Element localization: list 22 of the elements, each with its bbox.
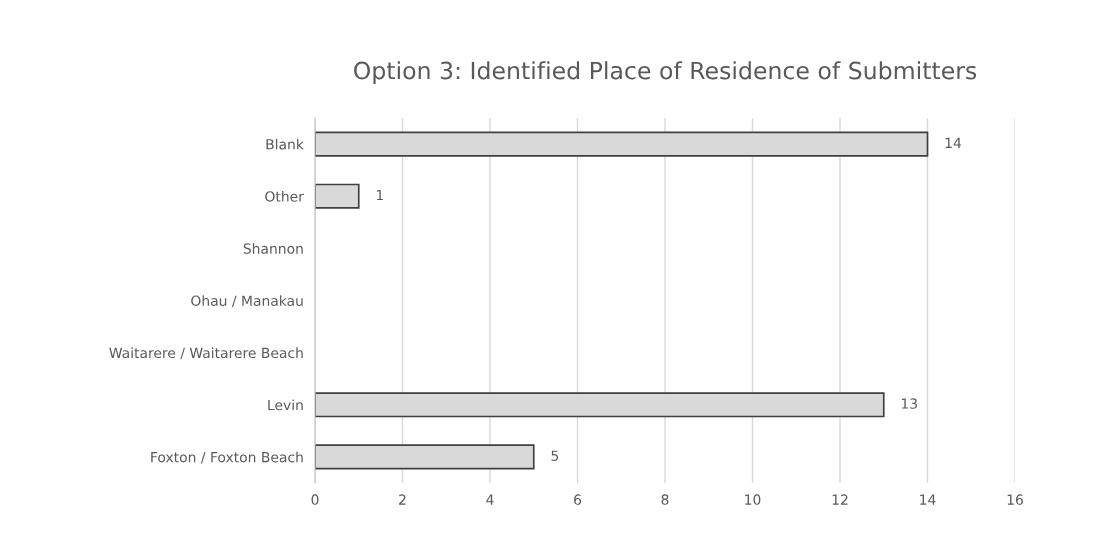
data-label: 5 [551, 450, 559, 461]
y-tick-label: Waitarere / Waitarere Beach [109, 347, 303, 360]
x-tick-label: 10 [745, 494, 761, 505]
x-tick-label: 8 [661, 494, 669, 505]
y-tick-label: Foxton / Foxton Beach [151, 451, 303, 464]
y-tick-label: Ohau / Manakau [191, 295, 303, 308]
x-tick-label: 4 [486, 494, 494, 505]
x-tick-label: 12 [832, 494, 848, 505]
y-tick-label: Levin [268, 399, 303, 411]
x-tick-label: 6 [574, 494, 582, 505]
x-tick-label: 2 [399, 494, 406, 505]
y-tick-label: Shannon [243, 243, 303, 254]
data-label: 13 [901, 398, 917, 409]
bar [315, 183, 360, 209]
data-label: 1 [376, 189, 383, 201]
x-tick-label: 16 [1007, 494, 1023, 505]
data-label: 14 [945, 137, 962, 148]
x-tick-label: 14 [920, 494, 936, 505]
x-tick-label: 0 [311, 494, 319, 505]
chart-title: Option 3: Identified Place of Residence of Submitters [354, 61, 977, 85]
y-tick-label: Other [265, 190, 304, 202]
y-tick-label: Blank [266, 138, 304, 150]
